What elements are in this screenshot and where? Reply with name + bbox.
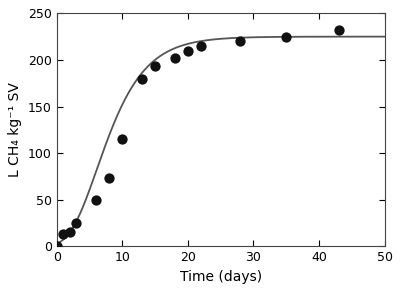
Point (106, 176, 112, 180)
Point (152, 64, 158, 69)
X-axis label: Time (days): Time (days) (180, 270, 262, 284)
Point (198, 44, 204, 48)
Point (336, 28, 342, 32)
Point (60, 232, 67, 237)
Point (73, 221, 79, 225)
Point (283, 34, 290, 39)
Point (139, 76, 145, 81)
Point (93, 197, 99, 202)
Y-axis label: L CH₄ kg⁻¹ SV: L CH₄ kg⁻¹ SV (8, 82, 22, 177)
Point (119, 137, 126, 141)
Point (67, 230, 73, 234)
Point (184, 48, 191, 53)
Point (53, 244, 60, 248)
Point (172, 56, 178, 60)
Point (237, 39, 243, 44)
